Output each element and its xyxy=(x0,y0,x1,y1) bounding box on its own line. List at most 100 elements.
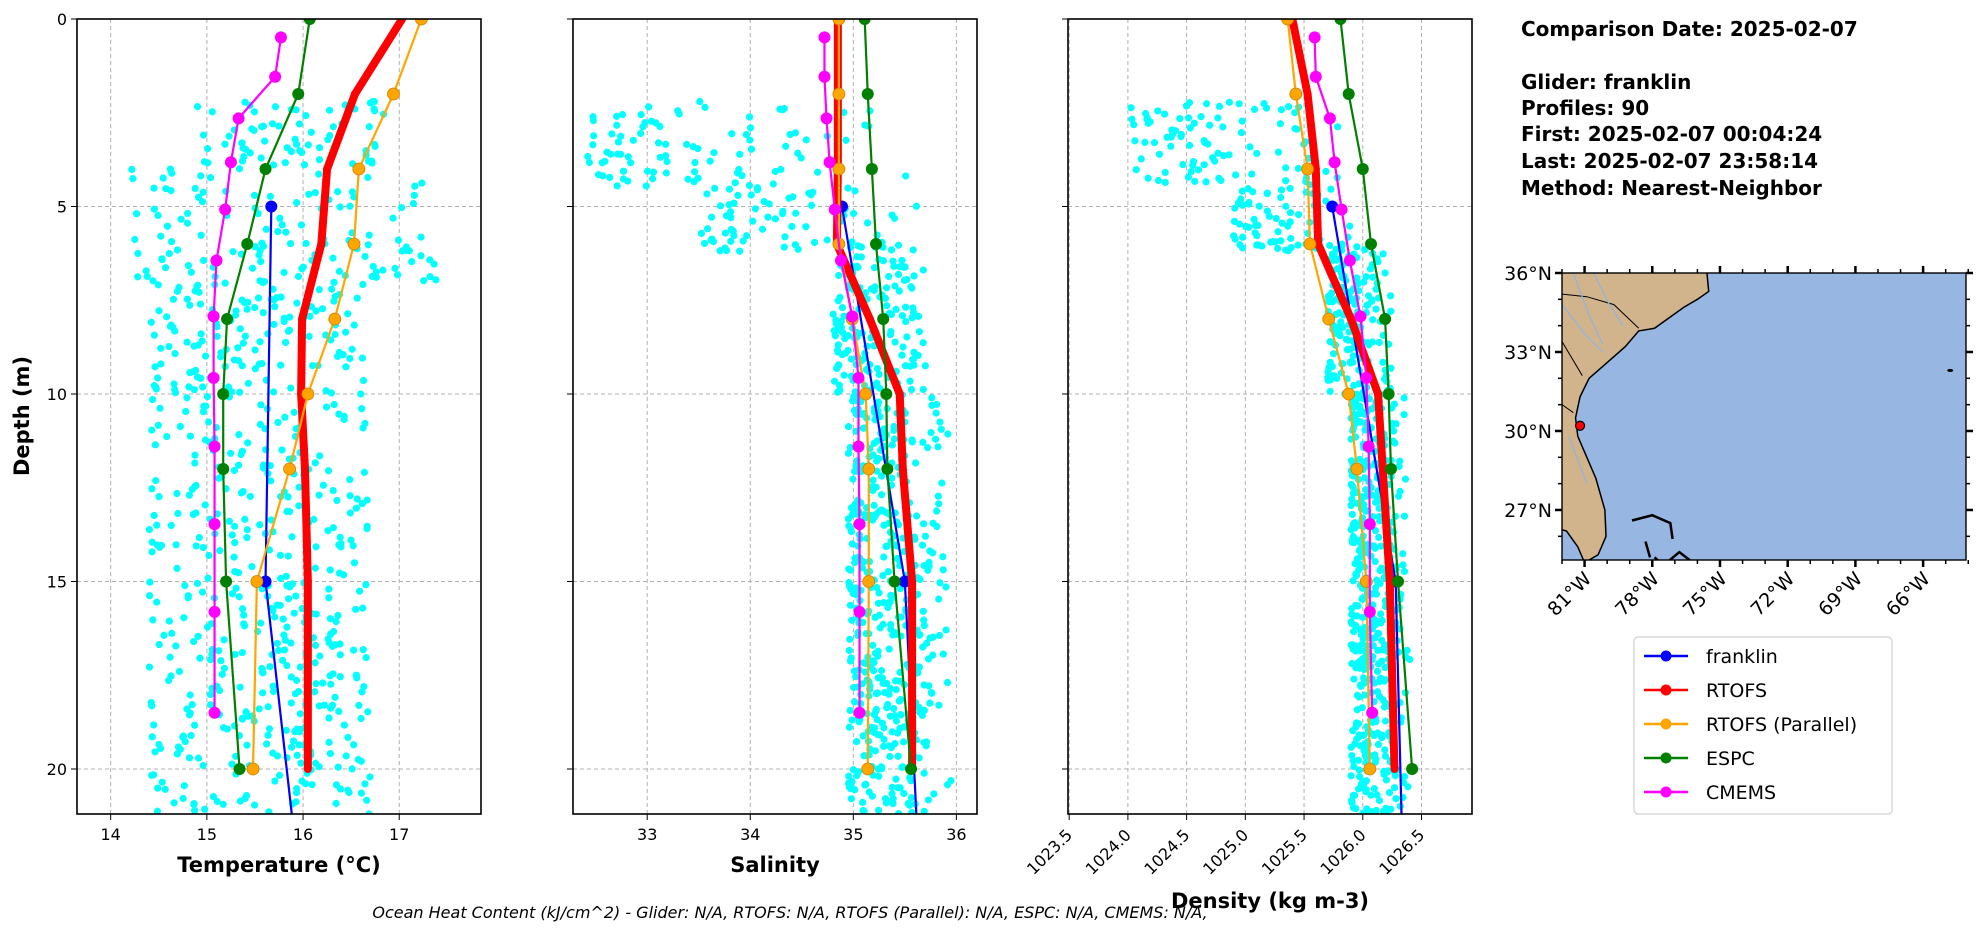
observation-point xyxy=(888,790,896,798)
observation-point xyxy=(1400,394,1408,402)
observation-point xyxy=(912,459,920,467)
observation-point xyxy=(1355,287,1363,295)
observation-point xyxy=(844,184,852,192)
observation-point xyxy=(879,679,887,688)
observation-point xyxy=(1348,620,1356,628)
observation-point xyxy=(871,747,879,755)
observation-point xyxy=(315,702,323,710)
observation-point xyxy=(235,593,243,601)
observation-point xyxy=(432,276,440,284)
data-point xyxy=(908,577,917,586)
observation-point xyxy=(727,237,735,245)
observation-point xyxy=(1403,646,1411,654)
observation-point xyxy=(1167,133,1175,141)
series-group xyxy=(1281,19,1419,814)
observation-point xyxy=(887,620,895,629)
observation-point xyxy=(287,699,295,707)
observation-point xyxy=(294,272,303,281)
observation-point xyxy=(246,492,254,501)
observation-point xyxy=(334,188,342,196)
observation-point xyxy=(872,689,880,698)
observation-point xyxy=(852,673,860,681)
observation-point xyxy=(1370,784,1378,793)
observation-point xyxy=(1348,610,1356,619)
observation-point xyxy=(160,631,168,639)
observation-point xyxy=(171,327,179,335)
observation-point xyxy=(867,285,875,293)
data-point xyxy=(298,315,307,323)
observation-point xyxy=(624,177,632,185)
observation-point xyxy=(175,667,184,676)
observation-point xyxy=(1353,274,1361,282)
observation-point xyxy=(361,419,369,428)
observation-point xyxy=(1294,211,1303,219)
series-line xyxy=(823,37,861,713)
observation-point xyxy=(1234,199,1243,207)
observation-point xyxy=(1348,495,1356,503)
observation-point xyxy=(1250,215,1258,223)
observation-point xyxy=(888,474,896,482)
x-axis-label: Salinity xyxy=(730,853,820,877)
observation-point xyxy=(850,698,859,706)
observation-point xyxy=(340,415,348,424)
observation-point xyxy=(297,221,306,229)
observation-point xyxy=(235,431,243,439)
observation-point xyxy=(1392,795,1400,803)
observation-point xyxy=(346,492,354,500)
observation-point xyxy=(1354,279,1362,288)
observation-point xyxy=(280,268,288,277)
observation-point xyxy=(148,485,156,493)
observation-point xyxy=(394,236,402,244)
observation-point xyxy=(221,140,229,148)
observation-point xyxy=(285,582,294,590)
observation-point xyxy=(328,642,337,650)
observation-point xyxy=(1326,338,1334,346)
observation-point xyxy=(887,246,896,254)
observation-point xyxy=(1161,178,1169,187)
observation-point xyxy=(1377,610,1385,618)
observation-point xyxy=(734,191,742,200)
observation-point xyxy=(180,782,188,790)
observation-point xyxy=(848,238,856,246)
legend-marker xyxy=(1660,718,1672,730)
observation-point xyxy=(885,272,893,281)
observation-point xyxy=(845,723,854,731)
observation-point xyxy=(177,215,185,223)
observation-point xyxy=(884,568,892,576)
observation-point xyxy=(703,225,712,233)
glider-observations xyxy=(128,97,440,814)
observation-point xyxy=(764,213,772,221)
observation-point xyxy=(394,271,402,279)
observation-point xyxy=(1186,124,1194,132)
observation-point xyxy=(291,690,300,698)
observation-point xyxy=(880,553,888,561)
observation-point xyxy=(1400,772,1409,781)
observation-point xyxy=(342,328,350,336)
observation-point xyxy=(1381,746,1389,754)
observation-point xyxy=(930,790,938,798)
observation-point xyxy=(213,332,221,341)
observation-point xyxy=(886,752,894,761)
observation-point xyxy=(608,130,616,138)
axes-frame xyxy=(1067,18,1473,815)
observation-point xyxy=(907,385,916,394)
observation-point xyxy=(877,472,886,480)
observation-point xyxy=(220,664,228,672)
observation-point xyxy=(282,726,290,734)
observation-point xyxy=(1200,161,1208,169)
observation-point xyxy=(250,801,259,809)
observation-point xyxy=(920,616,928,624)
observation-point xyxy=(292,798,300,806)
observation-point xyxy=(890,426,898,435)
observation-point xyxy=(258,669,267,677)
observation-point xyxy=(306,312,314,320)
observation-point xyxy=(1349,352,1357,360)
observation-point xyxy=(850,667,859,675)
series-group xyxy=(818,19,918,814)
observation-point xyxy=(165,249,173,258)
observation-point xyxy=(920,769,928,777)
observation-point xyxy=(292,676,301,684)
observation-point xyxy=(870,439,878,447)
observation-point xyxy=(230,522,239,530)
observation-point xyxy=(1238,117,1246,125)
